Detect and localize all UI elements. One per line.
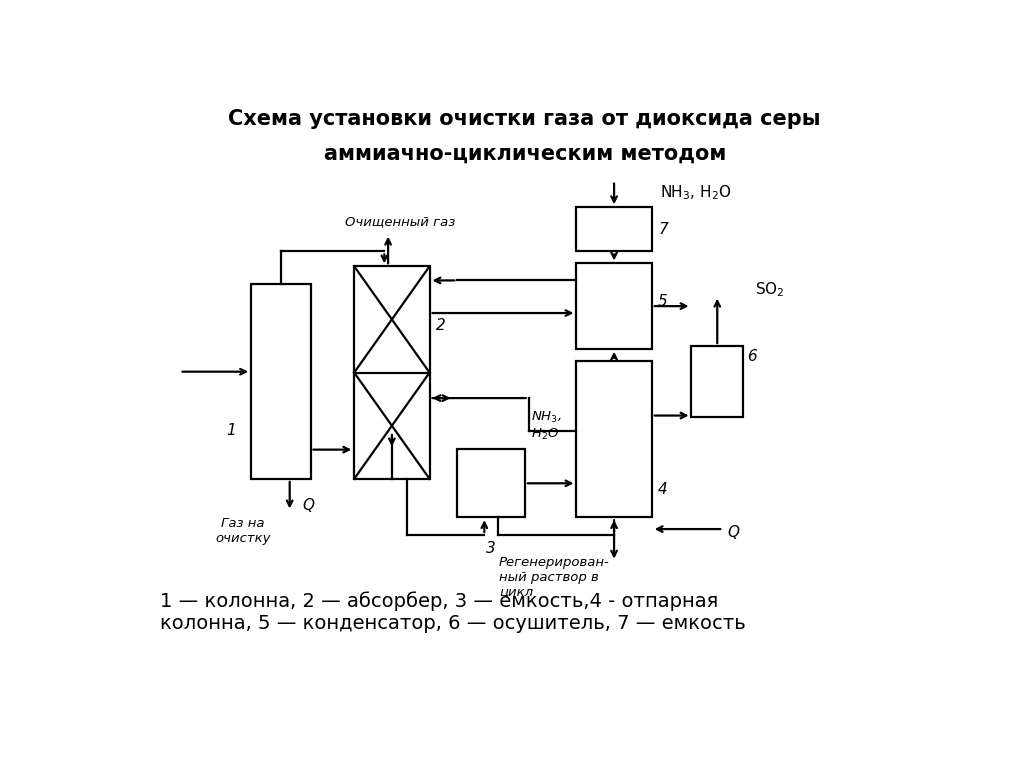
Text: 1: 1 — [226, 423, 237, 438]
Text: аммиачно-циклическим методом: аммиачно-циклическим методом — [324, 144, 726, 164]
Text: Схема установки очистки газа от диоксида серы: Схема установки очистки газа от диоксида… — [228, 109, 821, 129]
Bar — [577, 360, 651, 517]
Text: 2: 2 — [436, 318, 445, 334]
Text: NH$_3$, H$_2$O: NH$_3$, H$_2$O — [659, 183, 731, 202]
Text: Регенерирован-
ный раствор в
цикл: Регенерирован- ный раствор в цикл — [499, 555, 609, 599]
Text: 7: 7 — [658, 222, 668, 237]
Text: Очищенный газ: Очищенный газ — [345, 216, 455, 229]
Text: 3: 3 — [486, 541, 496, 556]
Bar — [458, 449, 524, 517]
Bar — [691, 346, 743, 417]
Bar — [251, 284, 310, 479]
Text: Q: Q — [302, 498, 314, 513]
Text: 5: 5 — [658, 295, 668, 309]
Text: Q: Q — [727, 525, 739, 539]
Bar — [354, 266, 430, 479]
Text: NH$_3$,
H$_2$O: NH$_3$, H$_2$O — [531, 410, 562, 442]
Text: 1 — колонна, 2 — абсорбер, 3 — емкость,4 - отпарная
колонна, 5 — конденсатор, 6 : 1 — колонна, 2 — абсорбер, 3 — емкость,4… — [160, 591, 745, 633]
Bar — [577, 207, 651, 252]
Text: 6: 6 — [746, 349, 757, 364]
Text: SO$_2$: SO$_2$ — [755, 281, 784, 299]
Text: 4: 4 — [658, 482, 668, 496]
Text: Газ на
очистку: Газ на очистку — [215, 517, 270, 545]
Bar — [577, 263, 651, 349]
